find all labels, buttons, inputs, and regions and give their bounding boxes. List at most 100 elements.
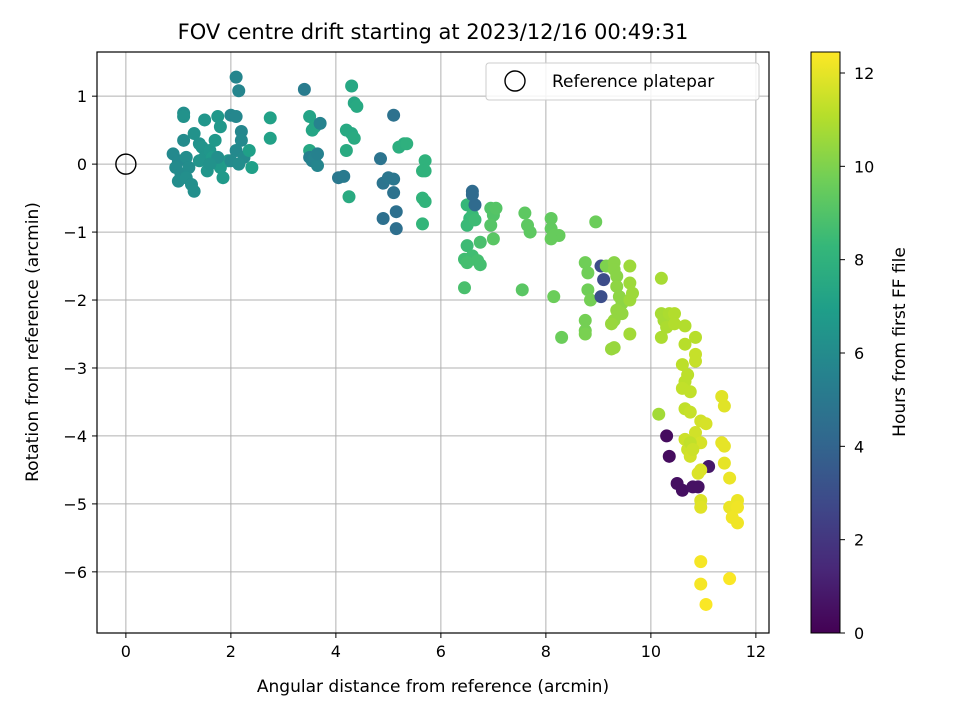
scatter-point	[473, 235, 487, 249]
scatter-point	[418, 154, 432, 168]
y-axis-label: Rotation from reference (arcmin)	[23, 202, 43, 482]
y-tick-label: 1	[77, 87, 87, 106]
data-points	[166, 70, 744, 611]
scatter-point	[623, 327, 637, 341]
scatter-point	[303, 110, 317, 124]
colorbar: 0 2 4 6 8 10 12 Hours from first FF file	[810, 51, 910, 643]
scatter-point	[465, 188, 479, 202]
scatter-point	[605, 317, 618, 331]
scatter-point	[234, 133, 248, 147]
scatter-point	[518, 206, 532, 220]
legend-label: Reference platepar	[552, 72, 714, 92]
scatter-point	[610, 279, 624, 293]
scatter-point	[723, 572, 737, 586]
scatter-point	[660, 429, 674, 443]
scatter-point	[699, 597, 713, 611]
scatter-point	[311, 158, 324, 172]
scatter-point	[717, 439, 731, 453]
scatter-point	[610, 269, 624, 283]
scatter-point	[694, 555, 708, 569]
grid-lines	[97, 52, 769, 633]
y-tick-label: −4	[63, 427, 87, 446]
scatter-point	[342, 190, 356, 204]
scatter-point	[211, 110, 225, 124]
y-tick-label: −1	[63, 223, 87, 242]
scatter-point	[387, 172, 401, 186]
scatter-point	[654, 330, 668, 344]
scatter-point	[515, 283, 529, 297]
x-tick-label: 6	[436, 642, 446, 661]
scatter-point	[473, 258, 487, 272]
scatter-point	[177, 133, 191, 147]
colorbar-tick-label: 6	[854, 344, 864, 363]
scatter-point	[699, 417, 713, 431]
y-tick-label: −3	[63, 359, 87, 378]
y-axis-ticks: 1 0 −1 −2 −3 −4 −5 −6	[63, 87, 97, 582]
colorbar-ticks: 0 2 4 6 8 10 12	[840, 64, 874, 643]
colorbar-tick-label: 4	[854, 437, 864, 456]
scatter-point	[547, 290, 561, 304]
scatter-point	[350, 99, 364, 113]
x-tick-label: 12	[746, 642, 766, 661]
colorbar-tick-label: 2	[854, 531, 864, 550]
legend: Reference platepar	[485, 62, 760, 101]
x-tick-label: 4	[331, 642, 341, 661]
scatter-point	[484, 218, 498, 232]
reference-point-marker	[115, 153, 137, 175]
scatter-point	[187, 127, 201, 141]
colorbar-tick-label: 0	[854, 624, 864, 643]
scatter-point	[623, 259, 637, 273]
scatter-point	[339, 144, 353, 158]
scatter-point	[179, 150, 193, 164]
scatter-point	[662, 449, 676, 463]
scatter-point	[668, 317, 681, 331]
scatter-point	[731, 516, 744, 530]
scatter-point	[686, 443, 700, 457]
scatter-point	[389, 222, 403, 236]
scatter-point	[376, 211, 390, 225]
x-axis-ticks: 0 2 4 6 8 10 12	[121, 633, 766, 661]
legend-marker-icon	[504, 70, 526, 92]
scatter-point	[731, 500, 744, 514]
scatter-point	[489, 201, 503, 215]
scatter-point	[678, 319, 692, 333]
scatter-point	[717, 399, 731, 413]
scatter-point	[694, 577, 708, 591]
x-tick-label: 8	[541, 642, 551, 661]
scatter-point	[675, 483, 689, 497]
y-tick-label: −2	[63, 291, 87, 310]
scatter-point	[623, 293, 637, 307]
scatter-point	[198, 113, 212, 127]
scatter-point	[652, 407, 666, 421]
scatter-point	[389, 205, 403, 219]
scatter-point	[597, 273, 611, 287]
scatter-point	[555, 330, 569, 344]
scatter-point	[544, 232, 558, 246]
scatter-point	[182, 161, 196, 175]
scatter-point	[387, 186, 401, 200]
scatter-point	[689, 330, 702, 344]
reference-marker	[115, 153, 137, 175]
scatter-point	[683, 385, 697, 399]
scatter-point	[668, 307, 681, 321]
scatter-point	[691, 480, 705, 494]
scatter-point	[458, 281, 471, 295]
colorbar-label: Hours from first FF file	[890, 247, 910, 437]
scatter-point	[486, 232, 500, 246]
y-tick-label: −5	[63, 495, 87, 514]
scatter-point	[691, 466, 705, 480]
x-axis-label: Angular distance from reference (arcmin)	[257, 677, 609, 697]
scatter-point	[311, 147, 324, 161]
colorbar-tick-label: 10	[854, 157, 874, 176]
scatter-point	[578, 313, 592, 327]
scatter-point	[263, 131, 277, 145]
scatter-point	[623, 276, 637, 290]
scatter-point	[589, 215, 603, 229]
colorbar-tick-label: 12	[854, 64, 874, 83]
scatter-point	[242, 144, 256, 158]
scatter-point	[345, 79, 359, 93]
y-tick-label: 0	[77, 155, 87, 174]
scatter-point	[297, 82, 311, 96]
legend-box	[485, 62, 760, 101]
scatter-point	[605, 342, 618, 356]
